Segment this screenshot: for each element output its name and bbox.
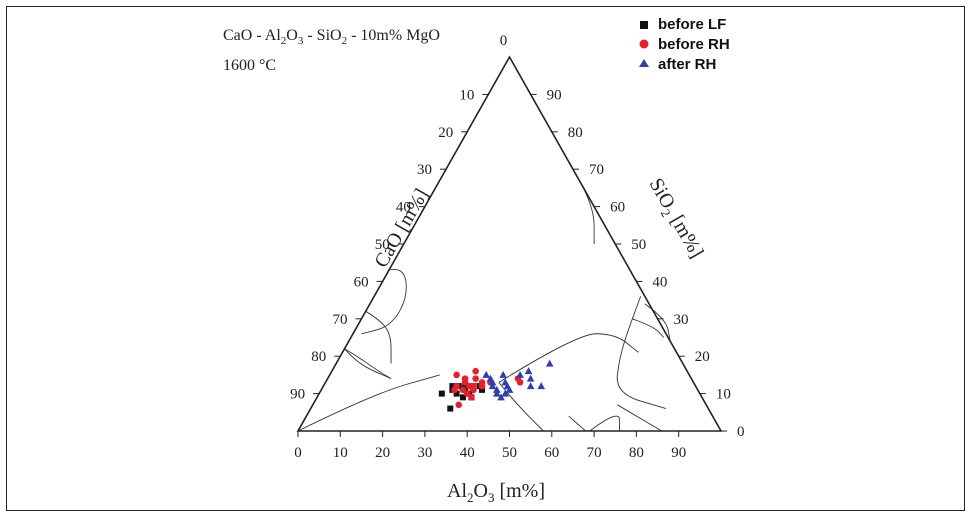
point-before-lf [453,390,460,397]
phase-boundary-line [644,303,671,342]
left-tick-label: 90 [290,387,305,403]
phase-boundary-line [365,310,392,364]
phase-boundary-line [617,404,663,432]
chart-title: CaO - Al2O3 - SiO2 - 10m% MgO [223,27,440,47]
phase-boundary-line [568,415,586,432]
point-before-lf [479,386,486,393]
phase-boundary-line [589,415,620,432]
point-before-lf [462,383,469,390]
point-before-rh [453,371,460,379]
point-after-rh [526,382,535,390]
point-before-rh [451,386,458,394]
ternary-chart: 0 10 20 30 40 50 60 70 80 90 0 10 20 30 40 50 60 70 80 90 10… [223,16,745,505]
point-after-rh [524,367,533,375]
phase-boundary-line [498,382,544,432]
right-tick-label: 60 [610,200,625,216]
legend-label-before-rh: before RH [658,36,730,53]
bottom-tick-label: 50 [502,445,517,461]
phase-boundary-line [344,348,392,380]
point-before-rh [470,386,477,394]
point-before-rh [516,379,524,386]
point-before-rh [478,382,486,390]
point-after-rh [488,382,497,390]
right-tick-label: 70 [589,162,604,178]
right-tick-label: 50 [631,237,646,253]
legend-marker-before-lf [640,21,648,29]
point-after-rh [497,393,505,401]
triangle-outline [296,55,723,432]
left-tick-label: 30 [417,162,432,178]
point-after-rh [516,370,524,378]
bottom-tick-label: 10 [333,445,348,461]
phase-boundaries [297,180,675,432]
ternary-triangle [296,55,723,432]
point-before-rh [463,390,471,397]
point-before-rh [468,394,475,401]
phase-boundary-line [498,333,639,383]
point-before-rh [472,375,479,382]
axis-ticks: 0 10 20 30 40 50 60 70 80 90 0 10 20 30 40 50 60 70 80 90 10… [290,33,744,461]
left-tick-label: 50 [375,237,390,253]
bottom-tick-label: 20 [375,445,390,461]
phase-boundary-line [632,318,665,338]
phase-boundary-line [344,348,392,380]
left-axis-label: CaO [m%] [370,185,433,272]
left-tick-label: 60 [354,274,369,290]
bottom-tick-label: 80 [629,445,644,461]
point-after-rh [501,389,510,397]
point-before-lf [438,390,445,397]
point-before-rh [459,386,467,394]
legend-marker-after-rh [639,59,649,67]
right-tick-label: 10 [716,387,731,403]
point-after-rh [526,374,535,382]
right-tick-label: 0 [737,424,745,440]
left-tick-label: 40 [396,200,411,216]
bottom-tick-label: 60 [544,445,559,461]
point-after-rh [537,382,546,390]
bottom-tick-label: 70 [587,445,602,461]
point-before-lf [449,383,456,390]
right-tick-label: 20 [695,349,710,365]
point-before-lf [447,405,454,412]
bottom-tick-label: 0 [294,445,302,461]
right-tick-label: 30 [674,312,689,328]
data-points [438,359,554,412]
left-tick-label: 10 [459,87,474,103]
legend: before LF before RH after RH [639,16,730,73]
chart-temperature: 1600 °C [223,57,276,74]
bottom-tick-label: 30 [417,445,432,461]
point-after-rh [505,385,514,393]
point-after-rh [493,389,501,397]
point-after-rh [493,385,501,393]
phase-boundary-line [578,180,595,244]
right-tick-label: 90 [547,87,562,103]
figure-frame: 0 10 20 30 40 50 60 70 80 90 0 10 20 30 40 50 60 70 80 90 10… [6,6,965,511]
point-after-rh [545,359,554,367]
bottom-tick-label: 90 [671,445,686,461]
point-before-rh [455,401,463,409]
point-before-rh [472,367,479,375]
left-tick-label-apex: 0 [500,33,508,49]
point-after-rh [482,370,491,378]
left-tick-label: 80 [311,349,326,365]
phase-boundary-line [616,296,667,409]
left-tick-label: 20 [438,125,453,141]
point-before-rh [461,379,469,386]
right-tick-label: 40 [652,274,667,290]
phase-boundary-line [361,269,407,335]
legend-label-before-lf: before LF [658,16,726,33]
legend-marker-before-rh [639,39,649,49]
point-after-rh [499,370,507,378]
right-tick-label: 80 [568,125,583,141]
bottom-tick-label: 40 [460,445,475,461]
point-after-rh [488,378,497,386]
point-before-lf [459,394,466,401]
legend-label-after-rh: after RH [658,56,716,73]
bottom-axis-label: Al2O3 [m%] [447,480,545,505]
right-axis-label: SiO2 [m%] [642,175,708,264]
left-tick-label: 70 [332,312,347,328]
phase-boundary-line [297,374,440,432]
